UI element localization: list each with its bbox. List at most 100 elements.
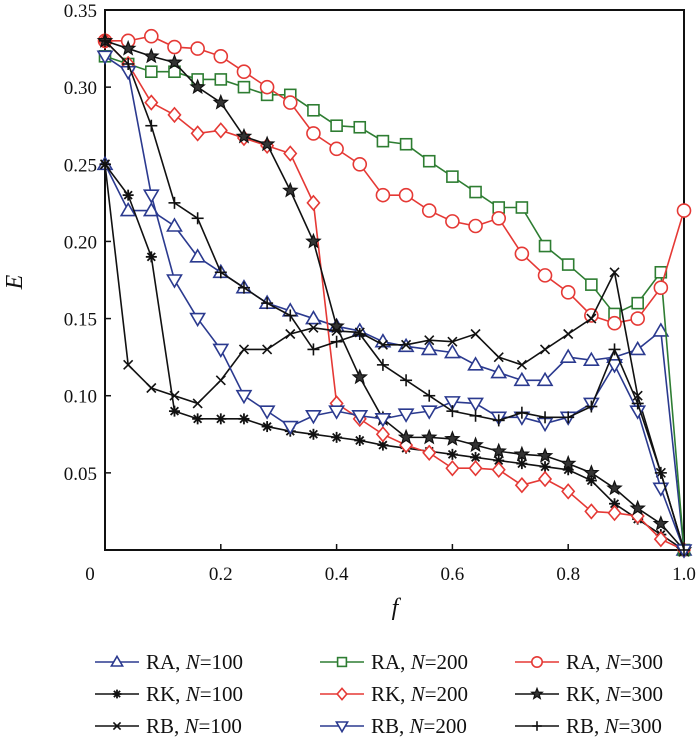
data-point xyxy=(467,356,484,371)
legend-prefix: RB, xyxy=(371,714,410,738)
data-point xyxy=(119,39,137,56)
legend-marker xyxy=(530,686,544,700)
legend-eq: =200 xyxy=(425,650,468,674)
data-point xyxy=(582,351,600,367)
data-point xyxy=(422,154,436,168)
data-point xyxy=(513,445,531,462)
data-point xyxy=(235,127,253,144)
data-point xyxy=(563,328,574,340)
data-point xyxy=(630,311,645,326)
legend-prefix: RA, xyxy=(146,650,186,674)
data-point xyxy=(376,358,389,371)
data-point xyxy=(144,28,159,44)
data-point xyxy=(678,544,690,556)
series-line xyxy=(104,40,685,551)
data-point xyxy=(354,434,366,446)
legend-label: RB, N=100 xyxy=(146,714,242,738)
data-point xyxy=(213,122,228,139)
data-point xyxy=(539,344,551,355)
legend-prefix: RB, xyxy=(566,714,605,738)
data-point xyxy=(167,39,182,55)
data-point xyxy=(585,278,598,291)
data-point xyxy=(215,413,227,425)
data-point xyxy=(328,317,345,334)
y-tick-label: 0.10 xyxy=(64,387,97,408)
legend-eq: =200 xyxy=(425,682,468,706)
legend-label: RA, N=300 xyxy=(566,650,663,674)
data-point xyxy=(399,137,413,151)
legend-marker xyxy=(532,721,542,731)
legend-label: RA, N=100 xyxy=(146,650,243,674)
legend-prefix: RK, xyxy=(371,682,411,706)
series-rb-n100 xyxy=(99,159,690,556)
legend-var: N xyxy=(185,682,201,706)
series-line xyxy=(104,163,685,551)
data-point xyxy=(145,119,158,132)
data-point xyxy=(559,348,577,363)
data-point xyxy=(258,135,276,152)
legend-label: RK, N=300 xyxy=(566,682,663,706)
data-point xyxy=(167,106,182,124)
data-point xyxy=(308,322,319,333)
data-point xyxy=(469,185,482,199)
data-point xyxy=(516,359,527,370)
data-point xyxy=(192,413,204,425)
data-point xyxy=(166,217,183,232)
y-tick-label: 0.20 xyxy=(64,232,97,253)
data-point xyxy=(353,328,366,340)
data-point xyxy=(585,400,598,413)
data-point xyxy=(607,315,622,331)
legend-var: N xyxy=(410,682,426,706)
legend-eq: =200 xyxy=(424,714,467,738)
data-point xyxy=(420,340,438,356)
data-point xyxy=(609,267,620,278)
legend-marker xyxy=(335,721,349,734)
data-point xyxy=(421,203,437,218)
data-point xyxy=(400,374,413,387)
x-axis-label: f xyxy=(392,595,402,621)
legend-item: RB, N=300 xyxy=(515,714,662,738)
data-point xyxy=(331,325,342,336)
data-point xyxy=(444,430,461,446)
data-point xyxy=(447,336,458,347)
data-point xyxy=(491,210,507,226)
data-point xyxy=(237,281,250,294)
legend-prefix: RK, xyxy=(146,682,186,706)
data-point xyxy=(376,134,390,148)
data-point xyxy=(490,442,507,459)
data-point xyxy=(146,382,157,394)
data-point xyxy=(214,73,228,86)
data-point xyxy=(237,80,251,94)
series-line xyxy=(104,164,685,551)
data-point xyxy=(446,405,459,418)
legend-item: RK, N=100 xyxy=(95,682,243,706)
data-point xyxy=(653,280,669,296)
data-point xyxy=(467,436,484,453)
legend-prefix: RB, xyxy=(146,714,185,738)
series-rb-n200 xyxy=(96,50,693,559)
legend-var: N xyxy=(185,650,201,674)
data-point xyxy=(652,515,670,531)
data-point xyxy=(514,246,530,262)
legend-item: RB, N=200 xyxy=(320,714,467,738)
legend-label: RK, N=100 xyxy=(146,682,243,706)
legend-prefix: RA, xyxy=(566,650,606,674)
data-point xyxy=(283,145,298,162)
data-point xyxy=(212,93,230,110)
x-tick-label: 0.6 xyxy=(441,564,465,585)
data-point xyxy=(261,421,273,433)
data-point xyxy=(470,451,482,463)
data-point xyxy=(584,503,599,520)
data-point xyxy=(145,251,157,263)
data-point xyxy=(676,203,692,218)
legend-item: RA, N=300 xyxy=(515,650,663,674)
data-point xyxy=(607,504,622,522)
data-point xyxy=(305,309,322,325)
legend-var: N xyxy=(605,650,621,674)
data-point xyxy=(491,461,506,479)
data-point xyxy=(652,322,670,337)
data-point xyxy=(631,397,644,410)
data-point xyxy=(423,389,436,402)
data-point xyxy=(214,266,227,279)
y-tick-label: 0.30 xyxy=(64,78,97,99)
